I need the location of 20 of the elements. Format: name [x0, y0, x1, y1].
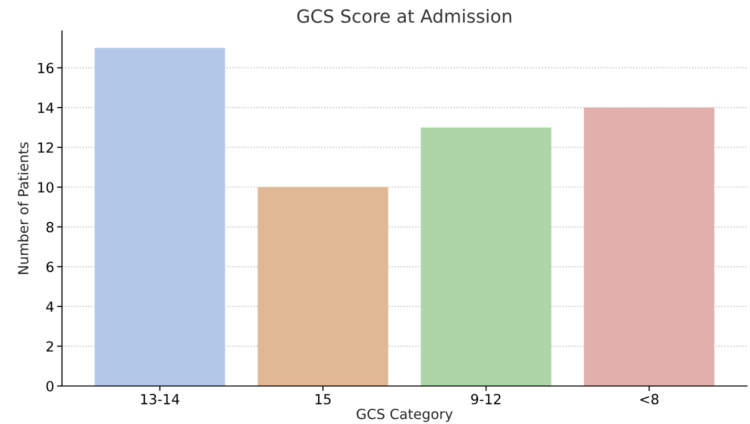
- y-tick-label: 14: [38, 102, 54, 113]
- y-tick-label: 0: [46, 380, 54, 392]
- x-axis-title: GCS Category: [356, 408, 453, 422]
- x-tick-label: 13-14: [141, 394, 180, 404]
- bar: [584, 108, 714, 386]
- y-tick-label: 6: [46, 262, 54, 272]
- y-tick-label: 8: [46, 222, 54, 232]
- bar: [94, 48, 226, 386]
- y-tick-label: 10: [38, 182, 54, 193]
- x-tick-label: 15: [316, 394, 331, 404]
- x-tick-label: <8: [640, 394, 658, 404]
- y-axis-title: Number of Patients: [18, 142, 28, 274]
- bar: [258, 187, 388, 386]
- y-tick-label: 16: [38, 62, 54, 74]
- x-tick-label: 9-12: [471, 394, 500, 404]
- y-tick-label: 4: [46, 302, 54, 312]
- y-tick-label: 2: [46, 341, 53, 352]
- y-tick-label: 12: [38, 142, 53, 153]
- chart-title: GCS Score at Admission: [297, 8, 512, 23]
- bar: [420, 127, 552, 386]
